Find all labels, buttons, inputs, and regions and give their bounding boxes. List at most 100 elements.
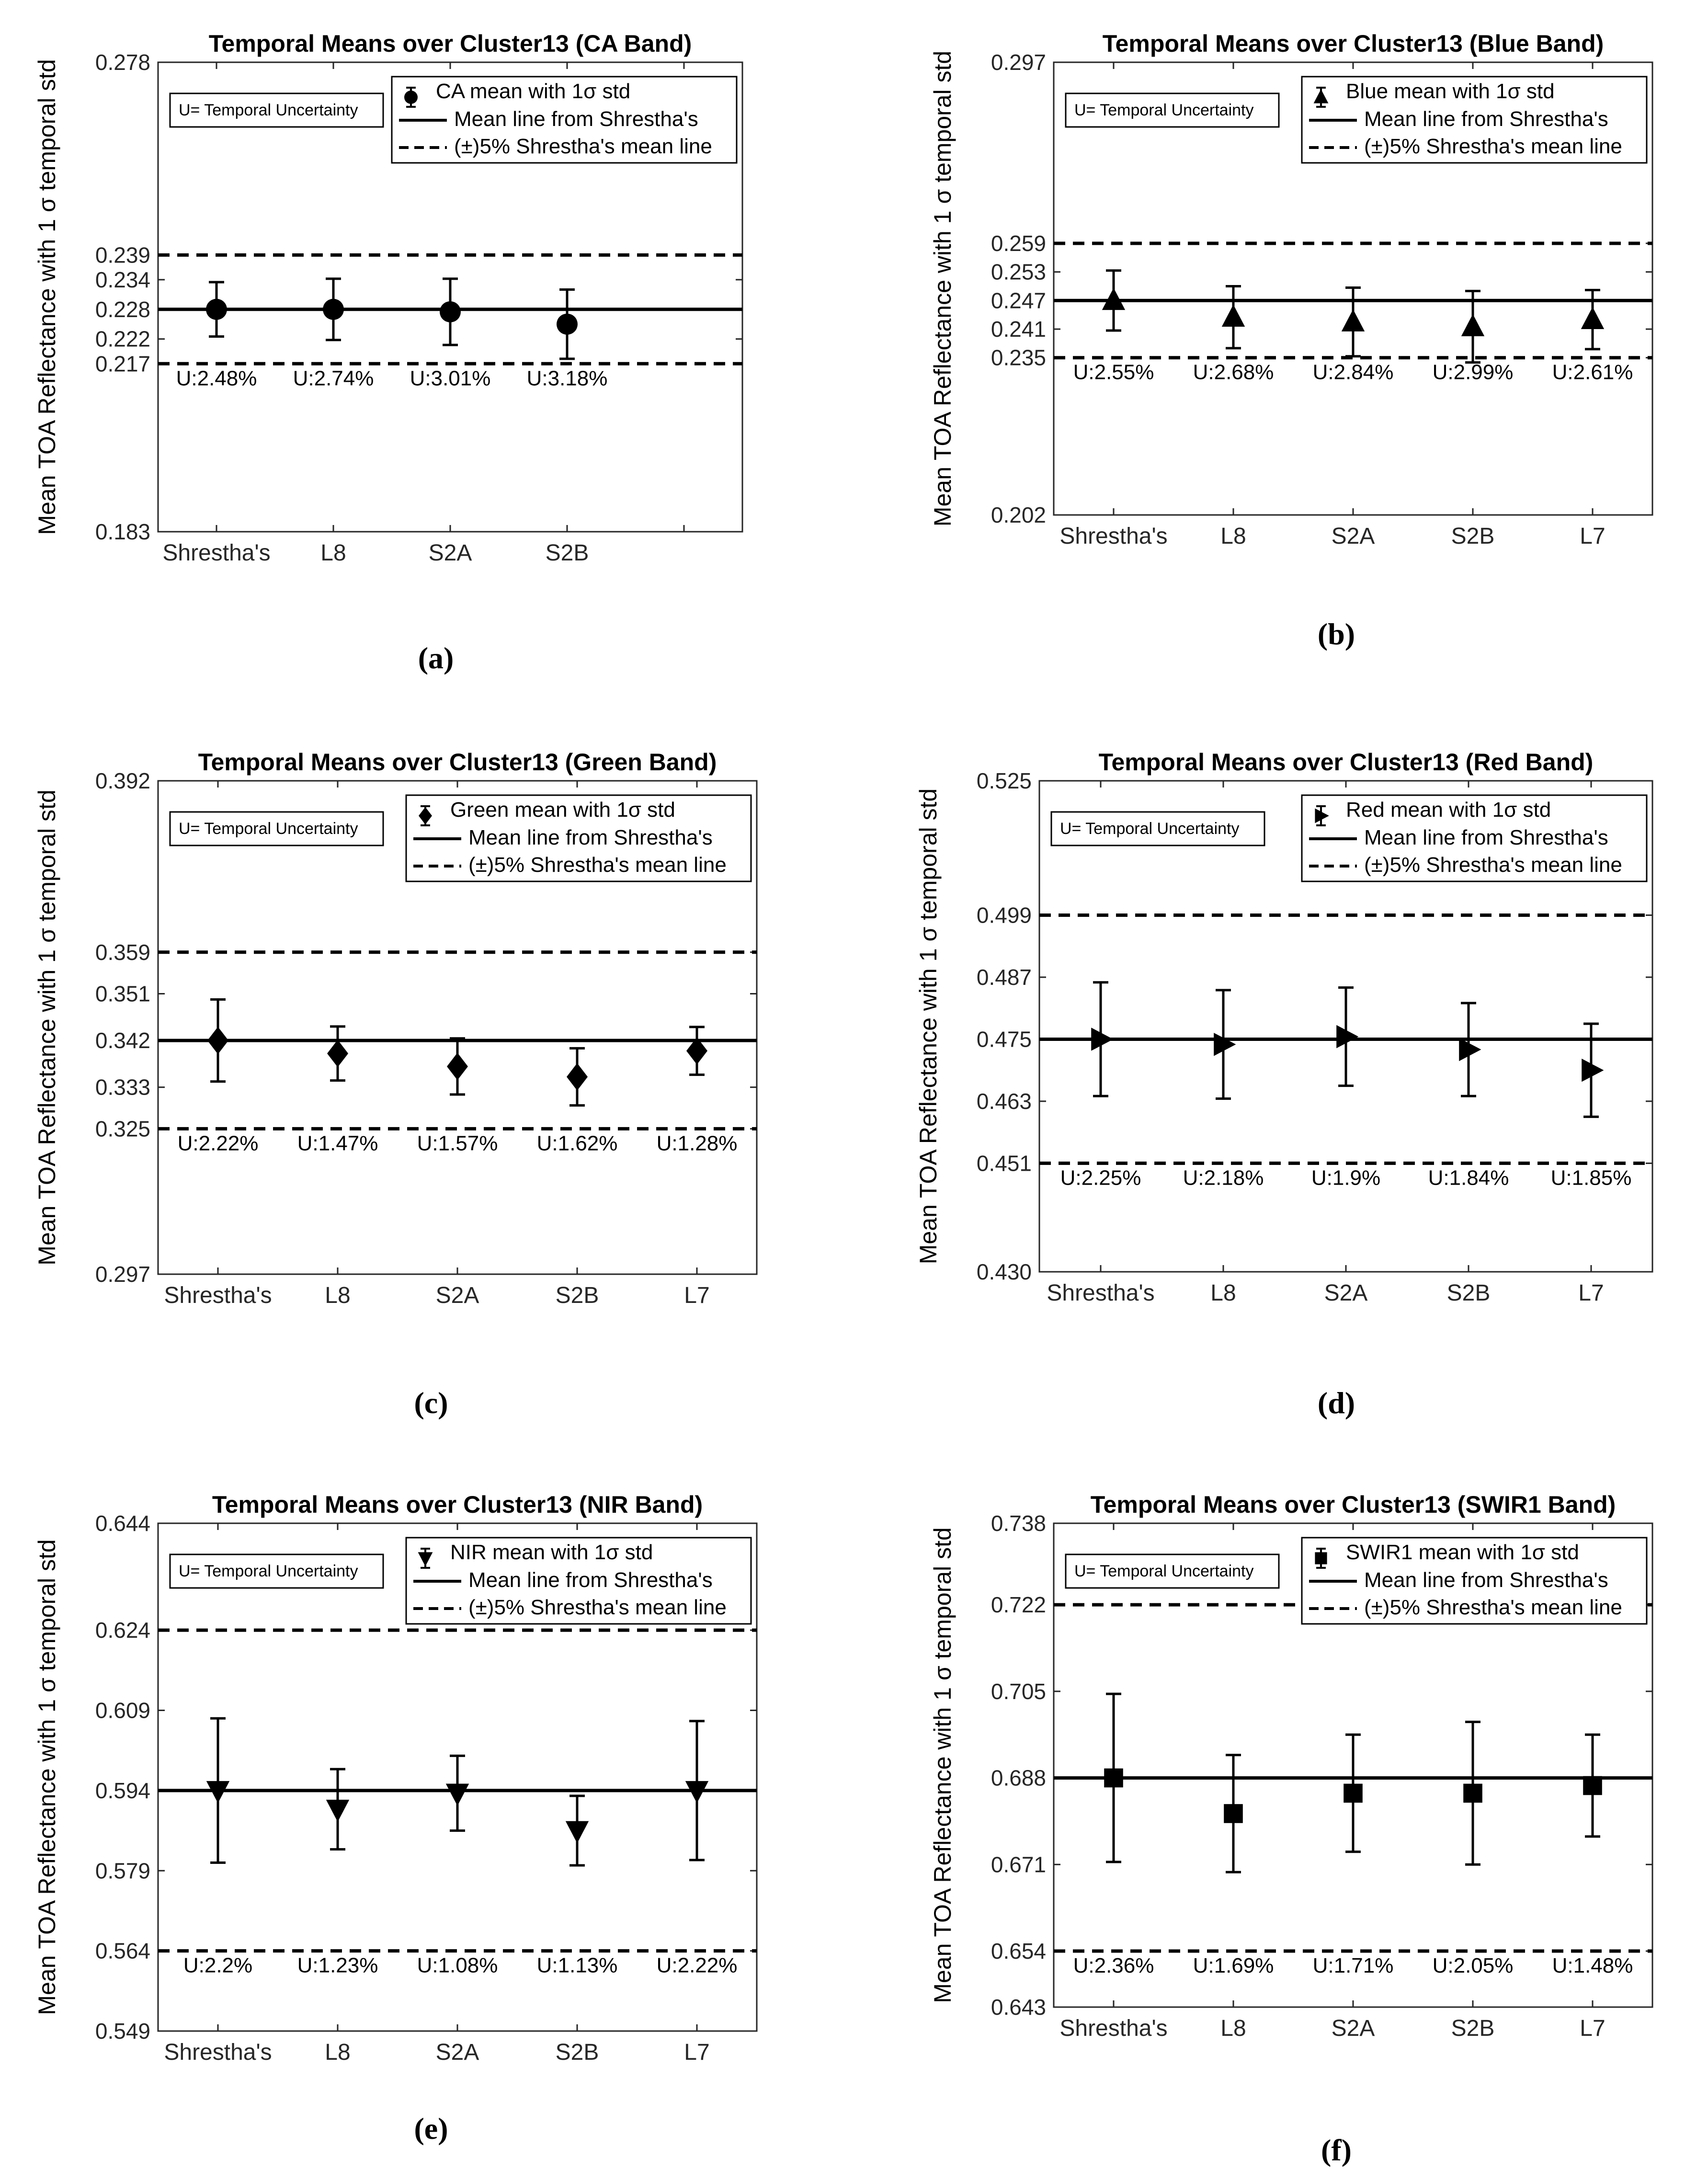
x-tick-label: L7 — [1578, 1280, 1604, 1306]
y-tick-label: 0.359 — [95, 940, 150, 965]
data-point — [565, 1821, 589, 1843]
legend: NIR mean with 1σ std Mean line from Shres… — [405, 1537, 752, 1625]
x-tick-label: L8 — [1220, 524, 1246, 549]
u-note-text: U= Temporal Uncertainty — [1074, 1562, 1253, 1580]
y-tick-label: 0.235 — [991, 345, 1046, 370]
x-tick-label: Shrestha's — [1059, 524, 1167, 549]
uncertainty-label: U:1.9% — [1311, 1166, 1380, 1189]
data-point — [1341, 309, 1365, 331]
x-tick-label: S2A — [436, 2040, 479, 2065]
data-point — [685, 1781, 709, 1804]
legend-label: (±)5% Shrestha's mean line — [1364, 1596, 1622, 1619]
data-point — [1221, 304, 1245, 327]
uncertainty-label: U:2.05% — [1433, 1954, 1514, 1977]
y-tick-label: 0.234 — [95, 267, 150, 292]
uncertainty-label: U:1.57% — [417, 1131, 498, 1155]
uncertainty-label: U:2.99% — [1433, 361, 1514, 384]
chart-title: Temporal Means over Cluster13 (Green Ban… — [198, 749, 717, 776]
uncertainty-label: U:2.48% — [176, 366, 257, 390]
x-tick-label: S2B — [556, 1283, 599, 1308]
chart-title: Temporal Means over Cluster13 (SWIR1 Ban… — [1091, 1491, 1616, 1518]
y-tick-label: 0.297 — [95, 1262, 150, 1287]
legend-label: (±)5% Shrestha's mean line — [1364, 135, 1622, 158]
x-tick-label: S2A — [1324, 1280, 1368, 1306]
panel-label: (a) — [418, 641, 454, 675]
y-tick-label: 0.722 — [991, 1592, 1046, 1617]
uncertainty-label: U:2.22% — [657, 1954, 738, 1977]
x-tick-label: Shrestha's — [164, 1283, 272, 1308]
uncertainty-label: U:2.61% — [1552, 361, 1633, 384]
legend-box — [1301, 794, 1648, 882]
x-tick-label: S2B — [1451, 2016, 1495, 2041]
x-tick-label: Shrestha's — [164, 2040, 272, 2065]
uncertainty-label: U:2.84% — [1313, 361, 1394, 384]
y-tick-label: 0.278 — [95, 50, 150, 75]
panel-label: (d) — [1318, 1386, 1355, 1420]
legend-label: (±)5% Shrestha's mean line — [1364, 853, 1622, 877]
y-tick-label: 0.525 — [977, 768, 1032, 793]
data-point — [440, 301, 461, 322]
x-tick-label: Shrestha's — [162, 540, 270, 566]
y-tick-label: 0.644 — [95, 1511, 150, 1536]
legend-label: (±)5% Shrestha's mean line — [468, 1596, 727, 1619]
y-axis-label: Mean TOA Reflectance with 1 σ temporal s… — [34, 59, 60, 535]
y-tick-label: 0.671 — [991, 1852, 1046, 1877]
y-axis-label: Mean TOA Reflectance with 1 σ temporal s… — [915, 788, 942, 1264]
y-tick-label: 0.688 — [991, 1766, 1046, 1791]
x-tick-label: L7 — [1580, 524, 1605, 549]
data-point — [323, 298, 344, 320]
y-tick-label: 0.241 — [991, 317, 1046, 342]
data-point — [206, 298, 227, 320]
y-tick-label: 0.451 — [977, 1151, 1032, 1176]
data-point — [1344, 1783, 1363, 1803]
uncertainty-label: U:3.01% — [410, 366, 491, 390]
legend-marker — [1313, 89, 1329, 103]
legend-label: Red mean with 1σ std — [1346, 798, 1551, 822]
y-axis-label: Mean TOA Reflectance with 1 σ temporal s… — [929, 51, 956, 526]
legend-marker — [404, 91, 418, 104]
uncertainty-label: U:1.48% — [1552, 1954, 1633, 1977]
legend-label: Mean line from Shrestha's — [1364, 1568, 1608, 1592]
uncertainty-label: U:2.36% — [1073, 1954, 1154, 1977]
legend-label: SWIR1 mean with 1σ std — [1346, 1541, 1579, 1564]
y-axis-label: Mean TOA Reflectance with 1 σ temporal s… — [929, 1527, 956, 2003]
y-tick-label: 0.259 — [991, 231, 1046, 256]
legend-label: CA mean with 1σ std — [436, 80, 630, 103]
x-tick-label: S2B — [556, 2040, 599, 2065]
data-point — [1583, 1776, 1602, 1795]
x-tick-label: S2A — [429, 540, 472, 566]
uncertainty-label: U:1.62% — [537, 1131, 618, 1155]
y-tick-label: 0.228 — [95, 297, 150, 322]
uncertainty-label: U:2.68% — [1193, 361, 1274, 384]
data-point — [1463, 1783, 1482, 1803]
data-point — [1091, 1027, 1114, 1051]
x-tick-label: L8 — [325, 2040, 350, 2065]
x-tick-label: Shrestha's — [1047, 1280, 1154, 1306]
data-point — [206, 1781, 230, 1804]
legend: CA mean with 1σ std Mean line from Shrest… — [391, 76, 738, 164]
y-tick-label: 0.183 — [95, 519, 150, 544]
y-tick-label: 0.487 — [977, 965, 1032, 990]
uncertainty-label: U:1.08% — [417, 1954, 498, 1977]
u-note-box — [169, 811, 384, 846]
legend-label: Mean line from Shrestha's — [468, 826, 713, 849]
y-tick-label: 0.609 — [95, 1698, 150, 1723]
data-point — [326, 1800, 350, 1822]
x-tick-label: L8 — [1220, 2016, 1246, 2041]
y-tick-label: 0.297 — [991, 50, 1046, 75]
legend-label: Green mean with 1σ std — [450, 798, 675, 822]
y-tick-label: 0.351 — [95, 982, 150, 1006]
chart-panel-6: Temporal Means over Cluster13 (SWIR1 Ban… — [929, 1491, 1653, 2167]
data-point — [1102, 287, 1126, 310]
data-point — [1336, 1025, 1359, 1049]
x-tick-label: S2B — [1447, 1280, 1491, 1306]
chart-title: Temporal Means over Cluster13 (Blue Band… — [1103, 30, 1604, 57]
y-tick-label: 0.253 — [991, 260, 1046, 285]
uncertainty-label: U:2.22% — [178, 1131, 259, 1155]
data-point — [327, 1039, 348, 1067]
y-tick-label: 0.579 — [95, 1858, 150, 1883]
y-tick-label: 0.217 — [95, 351, 150, 376]
u-note-text: U= Temporal Uncertainty — [1060, 820, 1239, 838]
legend-label: Mean line from Shrestha's — [1364, 826, 1608, 849]
data-point — [445, 1783, 469, 1806]
